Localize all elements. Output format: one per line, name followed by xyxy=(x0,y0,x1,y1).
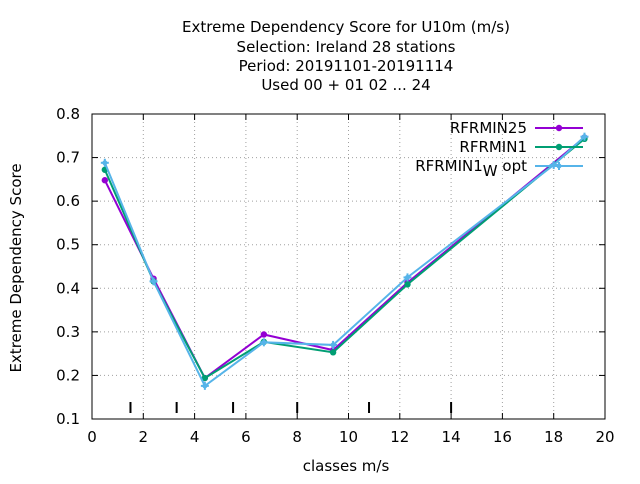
y-tick-label: 0.7 xyxy=(56,149,80,167)
point-cross-dot xyxy=(261,339,267,345)
x-tick-label: 10 xyxy=(339,428,358,446)
series-point xyxy=(259,338,268,347)
title-line-1: Extreme Dependency Score for U10m (m/s) xyxy=(182,18,510,36)
series-point xyxy=(580,132,589,141)
legend-label: RFRMIN1W opt xyxy=(415,157,527,180)
series-point xyxy=(403,273,412,282)
series-point xyxy=(100,158,109,167)
legend-item-3: RFRMIN1W opt xyxy=(415,157,583,180)
title-line-2: Selection: Ireland 28 stations xyxy=(237,38,456,56)
x-tick-label: 8 xyxy=(292,428,302,446)
x-tick-label: 18 xyxy=(544,428,563,446)
x-tick-label: 14 xyxy=(442,428,461,446)
point-cross-dot xyxy=(404,274,410,280)
y-tick-label: 0.1 xyxy=(56,410,80,428)
point-cross-dot xyxy=(151,278,157,284)
axis-ticks: 0 2 4 6 8 10 12 14 16 18 20 0.1 0.2 0.3 0.4 0.5 0.6 0.7 0.… xyxy=(56,105,614,446)
y-tick-label: 0.3 xyxy=(56,323,80,341)
series-group xyxy=(100,132,589,390)
legend-item-1: RFRMIN25 xyxy=(450,119,583,137)
series-point xyxy=(404,281,411,288)
class-boundary-marks xyxy=(129,402,453,413)
chart-title: Extreme Dependency Score for U10m (m/s) … xyxy=(182,18,510,94)
x-tick-label: 6 xyxy=(241,428,251,446)
x-tick-label: 20 xyxy=(595,428,614,446)
point-cross-dot xyxy=(202,383,208,389)
y-tick-label: 0.2 xyxy=(56,366,80,384)
point-cross-dot xyxy=(330,342,336,348)
y-tick-label: 0.8 xyxy=(56,105,80,123)
y-axis-label: Extreme Dependency Score xyxy=(7,163,25,372)
series-point xyxy=(260,331,268,338)
x-tick-label: 2 xyxy=(139,428,149,446)
series-point xyxy=(329,349,337,356)
legend-label: RFRMIN1 xyxy=(459,138,527,156)
x-axis-label: classes m/s xyxy=(303,457,390,475)
series-point xyxy=(555,143,563,151)
series-point xyxy=(555,162,563,170)
y-tick-label: 0.5 xyxy=(56,236,80,254)
x-tick-label: 0 xyxy=(87,428,97,446)
x-tick-label: 12 xyxy=(390,428,409,446)
legend-item-2: RFRMIN1 xyxy=(459,138,583,156)
y-tick-label: 0.4 xyxy=(56,279,80,297)
series-point xyxy=(201,374,209,382)
y-tick-label: 0.6 xyxy=(56,192,80,210)
legend-label: RFRMIN25 xyxy=(450,119,527,137)
series-line xyxy=(103,135,586,388)
grid xyxy=(92,114,605,419)
x-tick-label: 16 xyxy=(493,428,512,446)
x-tick-label: 4 xyxy=(190,428,200,446)
point-cross-dot xyxy=(581,134,587,140)
title-line-4: Used 00 + 01 02 ... 24 xyxy=(261,76,430,94)
series-point xyxy=(101,177,109,184)
point-cross-dot xyxy=(556,163,562,169)
series-3 xyxy=(100,132,589,390)
title-line-3: Period: 20191101-20191114 xyxy=(239,57,454,75)
series-point xyxy=(555,124,563,132)
series-point xyxy=(200,381,209,390)
series-point xyxy=(149,277,158,286)
series-point xyxy=(329,340,338,349)
point-cross-dot xyxy=(102,160,108,166)
